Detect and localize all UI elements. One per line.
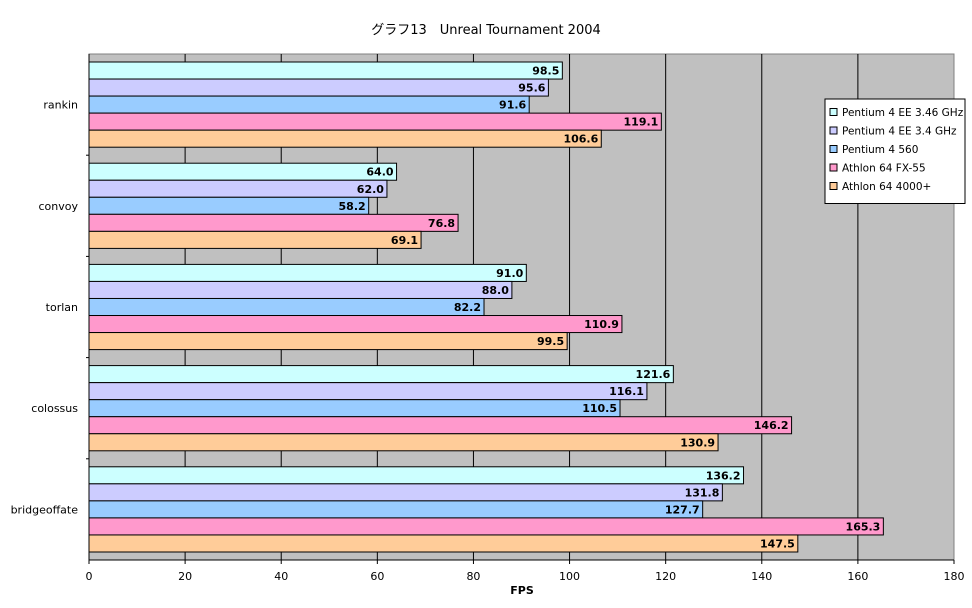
bar <box>88 315 623 334</box>
data-label: 127.7 <box>665 503 700 516</box>
x-tick-label: 160 <box>847 570 868 583</box>
data-label: 110.5 <box>582 402 617 415</box>
bar <box>88 517 884 536</box>
data-label: 106.6 <box>563 133 598 146</box>
data-label: 99.5 <box>537 335 564 348</box>
bar <box>88 483 723 502</box>
legend-box <box>824 98 966 204</box>
data-label: 131.8 <box>685 486 720 499</box>
data-label: 58.2 <box>339 200 366 213</box>
bar <box>88 280 513 299</box>
category-label: rankin <box>43 99 78 112</box>
legend-swatch <box>829 182 838 190</box>
data-label: 82.2 <box>454 301 481 314</box>
bar <box>88 416 793 435</box>
x-tick-label: 80 <box>466 570 480 583</box>
x-tick-label: 120 <box>655 570 676 583</box>
bar <box>88 213 459 232</box>
legend-entry: Pentium 4 560 <box>842 144 918 156</box>
x-tick-label: 20 <box>178 570 192 583</box>
bar <box>88 230 422 249</box>
data-label: 136.2 <box>706 469 741 482</box>
bar <box>88 365 674 384</box>
bar <box>88 95 530 114</box>
data-label: 95.6 <box>518 82 545 95</box>
category-label: convoy <box>39 200 79 213</box>
x-tick-label: 60 <box>370 570 384 583</box>
data-label: 165.3 <box>846 520 881 533</box>
bar <box>88 332 568 351</box>
bar <box>88 78 549 97</box>
plot-area: 0 20 40 60 80 100 120 140 160 180 rankin 98.5 95.6 91… <box>11 53 965 583</box>
legend-swatch <box>829 126 838 135</box>
data-label: 146.2 <box>754 419 789 432</box>
bar <box>88 196 370 215</box>
data-label: 76.8 <box>428 217 455 230</box>
legend-swatch <box>829 145 838 153</box>
bar <box>88 61 563 80</box>
legend-swatch <box>829 163 838 172</box>
data-label: 69.1 <box>391 234 418 247</box>
legend-entry: Pentium 4 EE 3.4 GHz <box>842 126 957 138</box>
bar <box>88 129 602 148</box>
category-label: bridgeoffate <box>11 503 79 516</box>
data-label: 64.0 <box>366 166 393 179</box>
bar <box>88 162 398 181</box>
category-label: colossus <box>31 402 78 415</box>
legend-swatch <box>829 108 838 116</box>
chart-title: グラフ13 Unreal Tournament 2004 <box>371 23 601 38</box>
legend-entry: Pentium 4 EE 3.46 GHz <box>842 107 964 119</box>
x-axis-label: FPS <box>510 584 534 597</box>
bar <box>88 263 527 282</box>
bar <box>88 466 745 485</box>
data-label: 147.5 <box>760 537 795 550</box>
data-label: 98.5 <box>532 65 559 78</box>
data-label: 110.9 <box>584 318 619 331</box>
bar <box>88 500 704 519</box>
data-label: 88.0 <box>482 284 509 297</box>
category-label: torlan <box>46 301 78 314</box>
x-tick-label: 0 <box>86 570 93 583</box>
data-label: 119.1 <box>624 116 659 129</box>
bar <box>88 112 662 131</box>
bar <box>88 433 719 452</box>
data-label: 91.6 <box>499 99 526 112</box>
bar <box>88 534 799 553</box>
x-tick-label: 40 <box>274 570 288 583</box>
data-label: 116.1 <box>609 385 644 398</box>
data-label: 130.9 <box>680 436 715 449</box>
bar <box>88 179 388 198</box>
bar <box>88 382 648 401</box>
legend: Pentium 4 EE 3.46 GHz Pentium 4 EE 3.4 GH… <box>824 98 966 204</box>
x-tick-label: 180 <box>944 570 965 583</box>
data-label: 91.0 <box>496 267 523 280</box>
bar <box>88 399 621 418</box>
data-label: 62.0 <box>357 183 384 196</box>
data-label: 121.6 <box>636 368 671 381</box>
legend-entry: Athlon 64 4000+ <box>842 181 931 193</box>
x-tick-label: 100 <box>559 570 580 583</box>
legend-entry: Athlon 64 FX-55 <box>842 163 926 175</box>
bar <box>88 297 485 317</box>
x-tick-label: 140 <box>751 570 772 583</box>
